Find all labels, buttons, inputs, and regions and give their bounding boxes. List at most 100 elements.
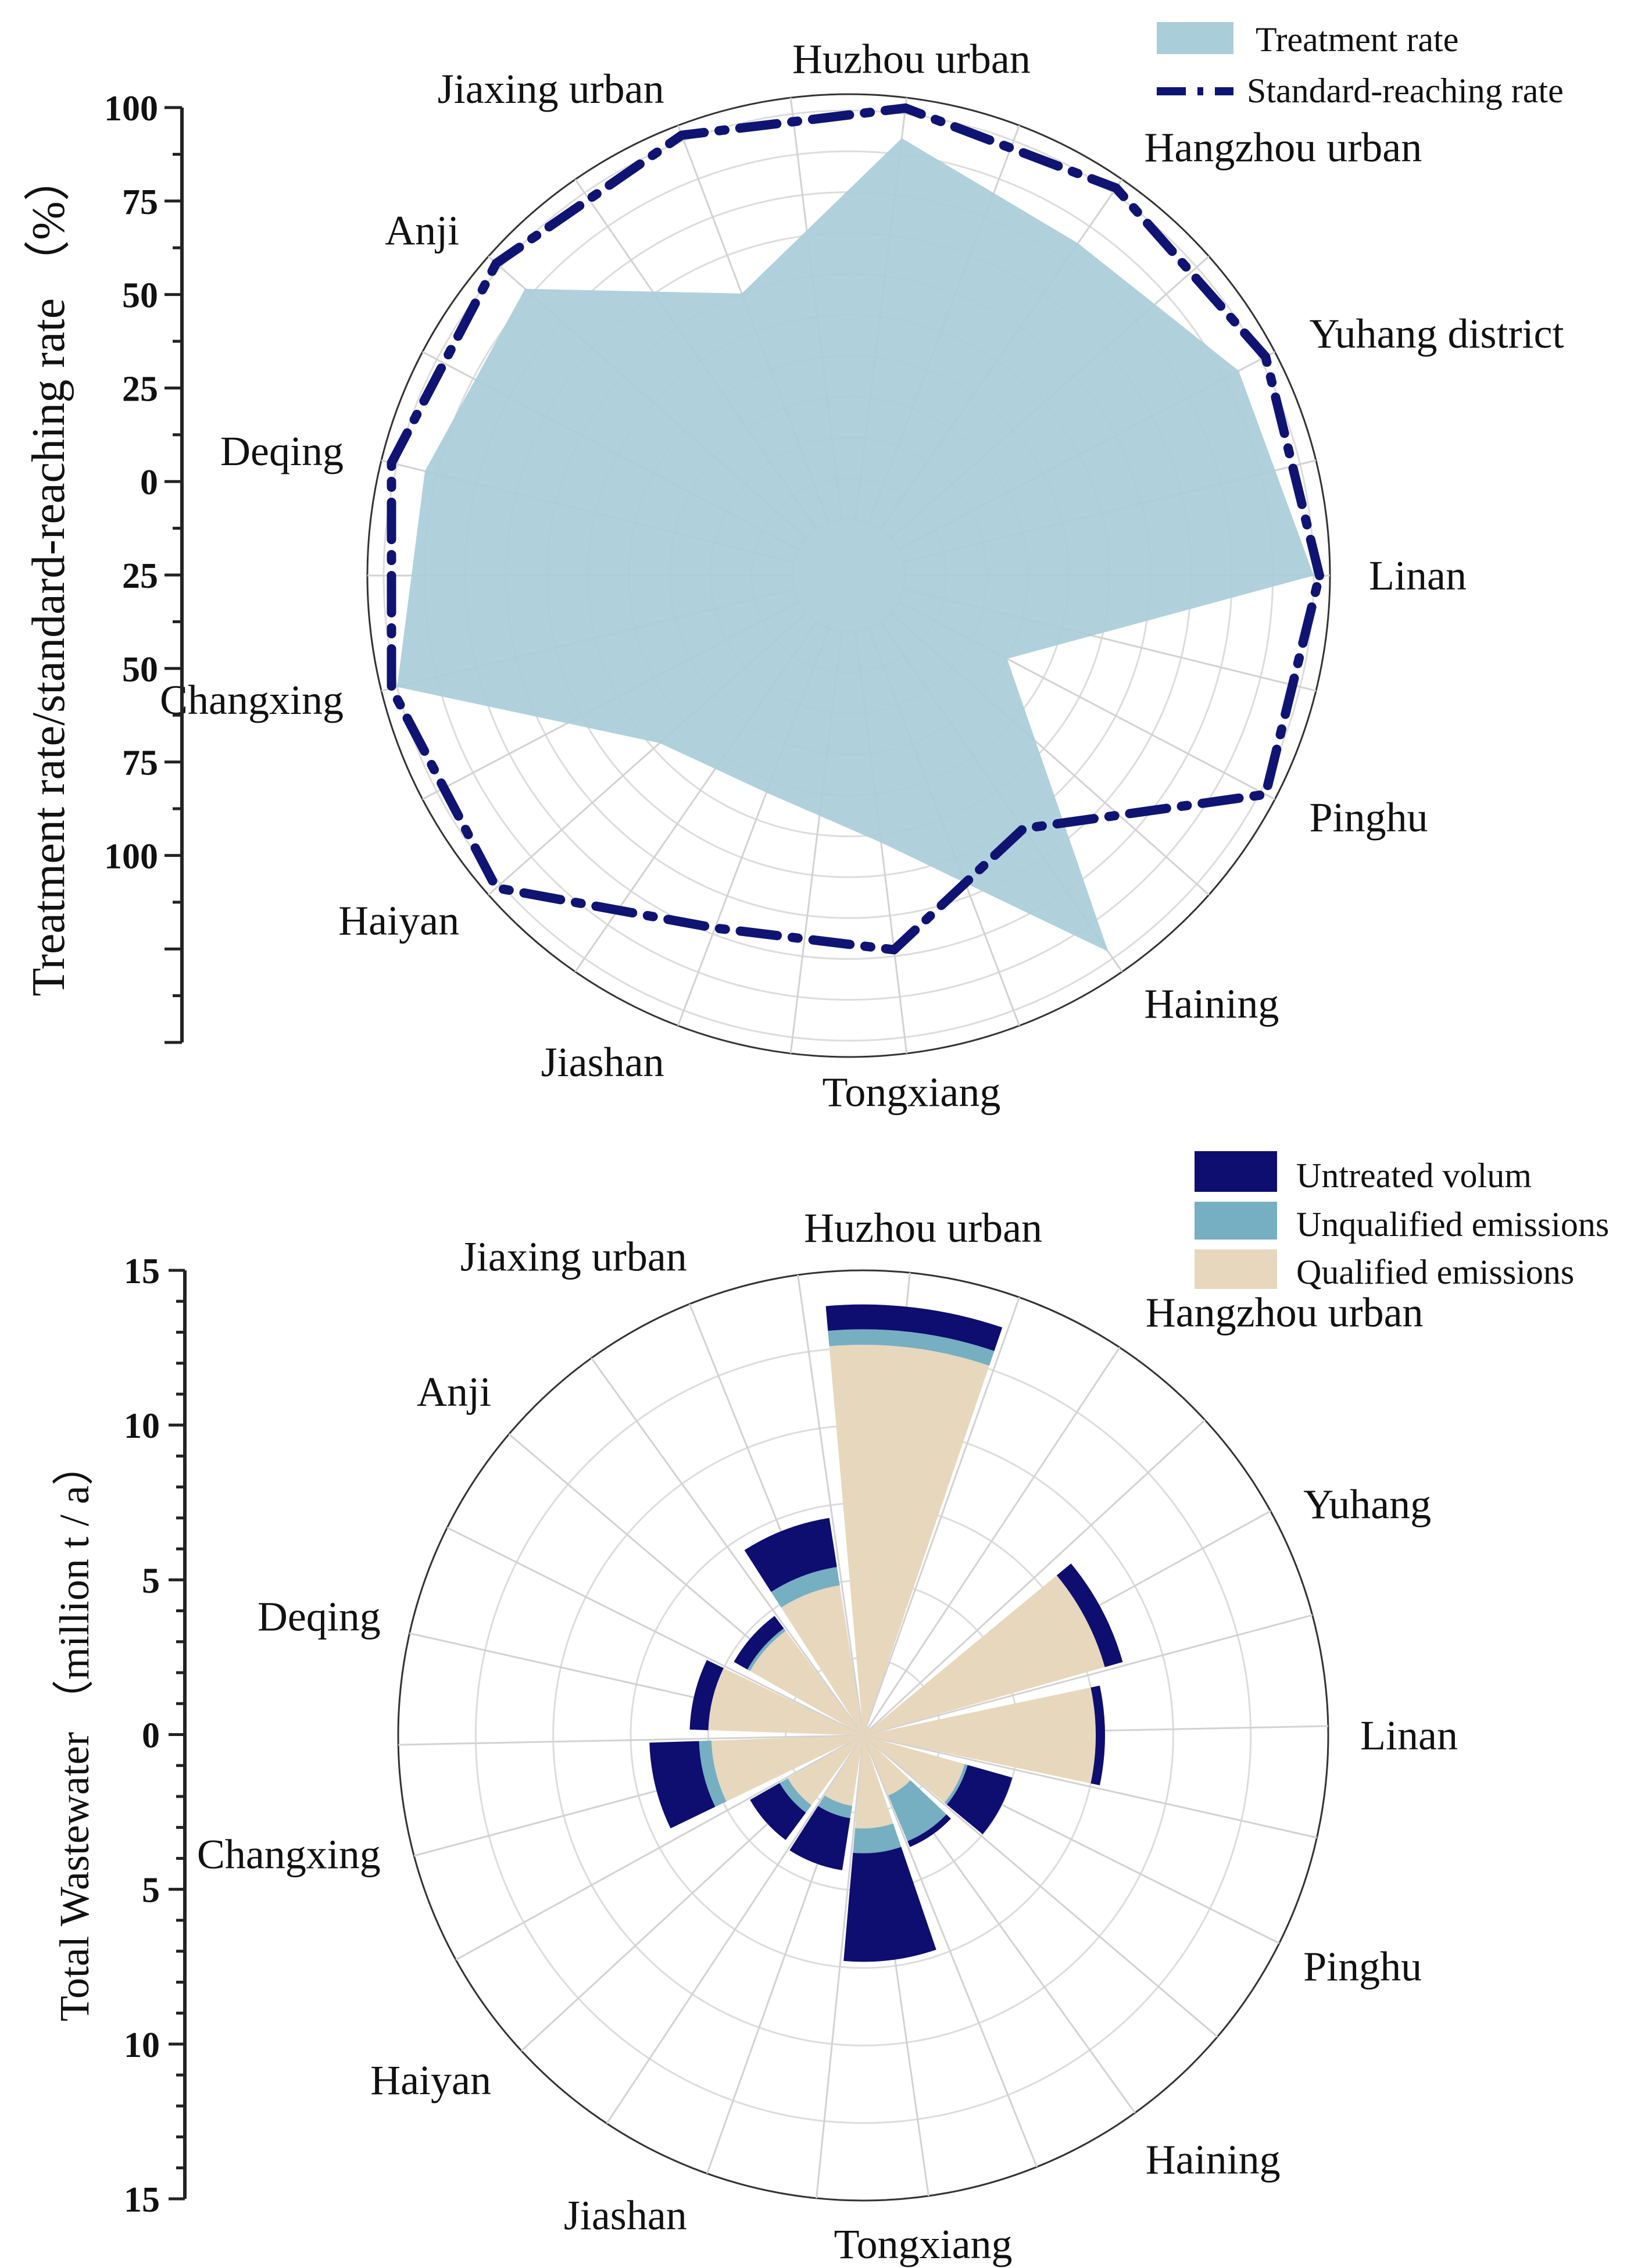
radar-y-tick-label: 100 <box>104 837 158 876</box>
polar-label-anji: Anji <box>417 1369 491 1415</box>
polar-spoke <box>797 1274 864 1736</box>
polar-bar-jiaxing-urban-unqualified-emissions <box>771 1567 840 1608</box>
radar-y-tick-label: 75 <box>122 744 158 783</box>
polar-y-tick-label: 10 <box>124 1406 160 1446</box>
polar-bar-jiashan-untreated-volum <box>789 1806 850 1870</box>
polar-y-tick-label: 10 <box>124 2026 160 2065</box>
polar-spoke <box>863 1614 1313 1737</box>
polar-bar-changxing-unqualified-emissions <box>699 1740 727 1807</box>
polar-spoke <box>446 1527 864 1737</box>
polar-label-tongxiang: Tongxiang <box>834 2221 1013 2267</box>
polar-legend: Untreated volum Unqualified emissions Qu… <box>1195 1151 1609 1291</box>
radar-label-haiyan: Haiyan <box>338 898 459 944</box>
polar-bar-jiaxing-urban-untreated-volum <box>744 1517 837 1592</box>
radar-label-hangzhou-urban: Hangzhou urban <box>1144 124 1422 170</box>
radar-label-haining: Haining <box>1144 981 1279 1027</box>
polar-y-tick-label: 0 <box>142 1716 160 1756</box>
polar-outer-ring <box>397 1269 1329 2202</box>
radar-y-tick-label: 25 <box>122 556 158 596</box>
radar-chart: Linan Yuhang district Hangzhou urban Huzhou… <box>23 20 1564 1116</box>
polar-label-yuhang: Yuhang <box>1303 1481 1431 1528</box>
polar-bar-deqing-untreated-volum <box>689 1660 724 1730</box>
legend-swatch-treatment-rate <box>1157 22 1233 54</box>
polar-bar-jiaxing-urban-qualified-emissions <box>781 1585 863 1735</box>
polar-bar-chart: Linan Yuhang Hangzhou urban Huzhou urban Jia… <box>51 1151 1609 2267</box>
radar-label-jiashan: Jiashan <box>541 1039 664 1085</box>
polar-bar-haining-untreated-volum <box>907 1814 951 1847</box>
radar-label-huzhou-urban: Huzhou urban <box>792 36 1031 83</box>
radar-y-tick-label: 50 <box>122 276 158 316</box>
radar-y-tick-label: 0 <box>140 463 158 502</box>
polar-bar-tongxiang-untreated-volum <box>843 1846 936 1962</box>
radar-label-yuhang-district: Yuhang district <box>1310 310 1564 357</box>
polar-bar-haining-qualified-emissions <box>863 1735 911 1796</box>
polar-label-changxing: Changxing <box>197 1831 381 1878</box>
polar-spoke <box>816 1735 864 2199</box>
polar-bar-pinghu-qualified-emissions <box>863 1735 965 1803</box>
polar-label-pinghu: Pinghu <box>1303 1943 1422 1990</box>
radar-y-tick-label: 50 <box>122 650 158 690</box>
polar-bar-tongxiang-unqualified-emissions <box>853 1823 902 1853</box>
legend-label-qualified: Qualified emissions <box>1296 1253 1574 1291</box>
polar-bar-anji-unqualified-emissions <box>747 1628 786 1671</box>
polar-bar-changxing-untreated-volum <box>649 1741 716 1828</box>
polar-bar-deqing-qualified-emissions <box>708 1668 863 1735</box>
legend-swatch-untreated <box>1195 1151 1277 1192</box>
radar-label-jiaxing-urban: Jiaxing urban <box>438 66 664 112</box>
polar-spoke <box>863 1734 1317 1839</box>
polar-y-tick-label: 15 <box>124 1252 160 1291</box>
polar-y-tick-label: 15 <box>124 2180 160 2220</box>
radar-label-changxing: Changxing <box>160 677 344 723</box>
treatment-rate-area <box>397 138 1314 952</box>
polar-spoke <box>455 1734 864 1961</box>
polar-bar-yuhang-untreated-volum <box>1056 1563 1123 1667</box>
radar-label-deqing: Deqing <box>220 428 344 474</box>
polar-bar-tongxiang-qualified-emissions <box>855 1735 893 1828</box>
polar-label-haiyan: Haiyan <box>370 2057 491 2103</box>
polar-bar-pinghu-unqualified-emissions <box>944 1764 968 1805</box>
legend-swatch-unqualified <box>1195 1202 1277 1240</box>
polar-label-jiaxing-urban: Jiaxing urban <box>460 1234 687 1280</box>
polar-category-labels: Linan Yuhang Hangzhou urban Huzhou urban Jia… <box>197 1205 1458 2267</box>
radar-label-linan: Linan <box>1369 552 1467 599</box>
radar-y-tick-label: 100 <box>104 89 158 128</box>
legend-label-unqualified: Unqualified emissions <box>1296 1205 1609 1244</box>
polar-bar-linan-untreated-volum <box>1090 1685 1105 1785</box>
polar-label-jiashan: Jiashan <box>564 2192 687 2238</box>
polar-spoke <box>862 1419 1206 1737</box>
polar-bar-pinghu-untreated-volum <box>946 1765 1013 1834</box>
polar-bar-haiyan-qualified-emissions <box>788 1735 863 1805</box>
polar-spoke <box>862 1735 1038 2167</box>
polar-label-deqing: Deqing <box>258 1593 381 1640</box>
radar-label-pinghu: Pinghu <box>1310 794 1428 841</box>
polar-bar-jiashan-qualified-emissions <box>824 1735 863 1806</box>
radar-y-axis: 100 75 50 25 0 25 50 75 100 Treatment rate/stand… <box>23 89 184 1044</box>
polar-label-hangzhou-urban: Hangzhou urban <box>1146 1289 1424 1335</box>
legend-label-standard-reaching-rate: Standard-reaching rate <box>1247 72 1564 110</box>
radar-label-tongxiang: Tongxiang <box>822 1069 1000 1116</box>
polar-bar-changxing-qualified-emissions <box>711 1735 863 1802</box>
polar-label-linan: Linan <box>1360 1712 1458 1759</box>
polar-label-huzhou-urban: Huzhou urban <box>804 1205 1042 1251</box>
polar-bar-haiyan-unqualified-emissions <box>779 1778 812 1813</box>
radar-label-anji: Anji <box>385 208 459 254</box>
polar-bar-haiyan-untreated-volum <box>750 1783 806 1840</box>
polar-y-axis-label: Total Wastewater （million t / a） <box>51 1444 98 2021</box>
polar-bar-yuhang-qualified-emissions <box>863 1575 1105 1735</box>
polar-bar-anji-qualified-emissions <box>750 1631 863 1735</box>
polar-label-haining: Haining <box>1146 2137 1281 2183</box>
polar-bar-linan-qualified-emissions <box>863 1687 1096 1784</box>
polar-bar-huzhou-urban-untreated-volum <box>825 1304 1003 1351</box>
polar-spoke <box>862 1346 1121 1736</box>
radar-y-axis-label: Treatment rate/standard-reaching rate （%… <box>23 155 74 997</box>
polar-spoke <box>862 1296 1020 1736</box>
radar-y-tick-label: 25 <box>122 369 158 409</box>
polar-spoke <box>606 1735 864 2124</box>
legend-label-untreated: Untreated volum <box>1296 1156 1532 1195</box>
polar-spoke <box>863 1734 1218 2038</box>
polar-bar-anji-untreated-volum <box>734 1616 784 1670</box>
radar-legend: Treatment rate Standard-reaching rate <box>1157 20 1564 110</box>
polar-spoke <box>398 1734 864 1746</box>
polar-bar-huzhou-urban-qualified-emissions <box>829 1344 989 1735</box>
polar-bars <box>649 1304 1123 1962</box>
